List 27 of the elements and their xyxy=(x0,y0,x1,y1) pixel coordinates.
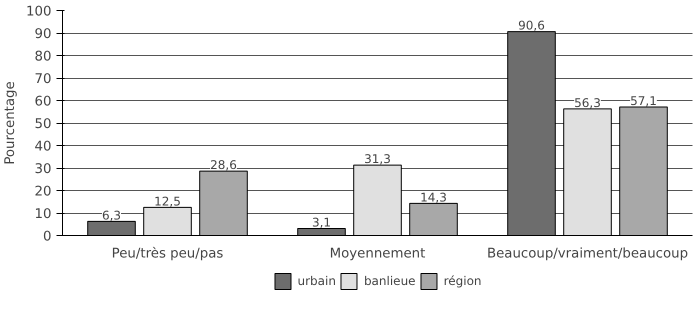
data-label: 28,6 xyxy=(210,158,237,172)
data-label: 6,3 xyxy=(102,208,122,222)
x-tick-label: Moyennement xyxy=(330,246,426,262)
y-tick-label: 50 xyxy=(34,117,52,132)
y-tick-label: 90 xyxy=(34,27,52,42)
y-tick-label: 80 xyxy=(34,50,52,64)
data-label: 12,5 xyxy=(154,194,181,208)
data-label: 31,3 xyxy=(364,152,391,166)
data-label: 14,3 xyxy=(420,190,447,204)
data-label: 3,1 xyxy=(312,216,332,230)
legend-label: banlieue xyxy=(364,274,416,288)
y-tick-label: 70 xyxy=(34,72,52,87)
x-tick-label: Peu/très peu/pas xyxy=(112,246,224,262)
data-label: 90,6 xyxy=(518,18,545,33)
y-tick-label: 100 xyxy=(26,4,52,20)
y-tick-label: 40 xyxy=(34,140,52,154)
y-tick-label: 20 xyxy=(34,184,52,200)
data-label: 57,1 xyxy=(630,94,657,108)
legend-label: région xyxy=(444,274,482,288)
y-axis-title: Pourcentage xyxy=(3,81,18,165)
legend-label: urbain xyxy=(297,274,336,288)
x-tick-label: Beaucoup/vraiment/beaucoup xyxy=(486,246,688,262)
y-tick-label: 0 xyxy=(43,230,52,244)
y-tick-label: 30 xyxy=(34,162,52,177)
y-tick-label: 60 xyxy=(34,94,52,110)
data-label: 56,3 xyxy=(574,96,601,110)
y-tick-label: 10 xyxy=(34,207,52,222)
